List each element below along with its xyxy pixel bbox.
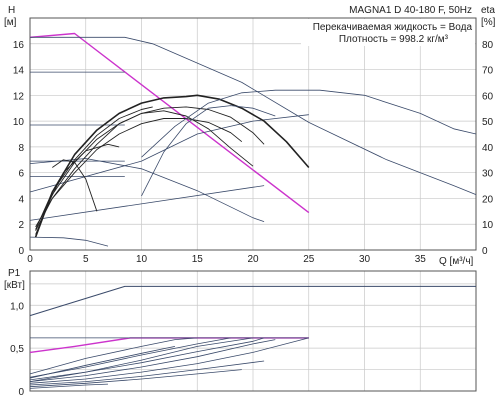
- y2-tick-label: 10: [482, 220, 494, 231]
- info-box-background: [301, 19, 475, 46]
- y2-tick-label: 0: [482, 246, 488, 257]
- max-power-limit-line: [29, 285, 476, 317]
- power-curve-line: [29, 369, 242, 388]
- y-tick-label: 6: [18, 169, 24, 180]
- x-tick-label: 30: [359, 254, 371, 265]
- power-curve-line: [29, 337, 254, 382]
- y-tick-label: 16: [13, 40, 25, 51]
- x-tick-label: 35: [415, 254, 427, 265]
- fluid-annotation: Перекачиваемая жидкость = Вода: [313, 22, 473, 33]
- head-curve-line: [52, 159, 98, 212]
- head-curve-line: [40, 143, 120, 218]
- efficiency-curve-line: [141, 105, 276, 197]
- head-curve-line: [35, 110, 254, 228]
- bottom-series-group: [29, 285, 476, 389]
- y2-axis-label-top: eta: [481, 5, 495, 16]
- power-curve-line: [29, 346, 176, 379]
- x-tick-label: 25: [303, 254, 315, 265]
- x-tick-label: 5: [83, 254, 89, 265]
- bottom-tick-labels: 0 0,5 1,0: [10, 301, 24, 398]
- power-curve-line: [29, 383, 109, 389]
- y-axis-label-unit: [м]: [4, 17, 17, 28]
- y2-tick-label: 80: [482, 40, 494, 51]
- power-curve-line: [29, 337, 309, 384]
- proportional-pressure-line: [29, 114, 309, 193]
- x-tick-label: 0: [27, 254, 33, 265]
- x-tick-label: 15: [192, 254, 204, 265]
- x-tick-label: 20: [247, 254, 259, 265]
- bottom-y-tick-label: 1,0: [10, 301, 24, 312]
- power-curve-line: [29, 339, 276, 382]
- head-curve-line: [34, 94, 310, 238]
- y2-axis-label-unit: [%]: [481, 17, 496, 28]
- y-tick-label: 8: [18, 143, 24, 154]
- head-curve-line: [35, 106, 265, 235]
- max-curve-line: [29, 32, 310, 214]
- bottom-y-tick-label: 0: [18, 387, 24, 398]
- head-curve-line: [35, 106, 153, 230]
- head-curve-line: [35, 118, 243, 231]
- efficiency-curve-line: [141, 89, 477, 158]
- constant-pressure-line: [29, 236, 109, 247]
- top-series-group: [29, 32, 477, 247]
- y-tick-label: 10: [13, 117, 25, 128]
- y2-tick-label: 50: [482, 117, 494, 128]
- proportional-pressure-line: [29, 185, 265, 221]
- proportional-pressure-line: [29, 158, 265, 222]
- y-axis-label-top: H: [8, 5, 15, 16]
- top-tick-labels: 0 5 10 15 20 25 30 35 0 2 4 6 8 10 12 14 16 0 10 20 30 40 50 60…: [13, 40, 494, 265]
- y2-tick-label: 30: [482, 169, 494, 180]
- bottom-plot-frame: [29, 270, 477, 392]
- power-curve-line: [29, 337, 231, 378]
- bottom-y-axis-label-unit: [кВт]: [4, 280, 25, 291]
- y-tick-label: 0: [18, 246, 24, 257]
- y-tick-label: 12: [13, 91, 25, 102]
- x-axis-label: Q [м³/ч]: [439, 256, 474, 267]
- chart-title: MAGNA1 D 40-180 F, 50Hz: [349, 5, 472, 16]
- top-grid: [29, 17, 477, 251]
- power-curve-line: [29, 337, 198, 375]
- density-annotation: Плотность = 998.2 кг/м³: [339, 34, 449, 45]
- max-power-curve-line: [29, 337, 309, 354]
- y2-tick-label: 40: [482, 143, 494, 154]
- bottom-grid: [29, 270, 477, 392]
- bottom-y-tick-label: 0,5: [10, 344, 24, 355]
- bottom-y-axis-label-top: P1: [8, 268, 21, 279]
- power-curve-line: [29, 360, 265, 386]
- y-tick-label: 14: [13, 66, 25, 77]
- constant-pressure-line: [30, 36, 477, 195]
- y-tick-label: 4: [18, 194, 24, 205]
- y2-tick-label: 70: [482, 66, 494, 77]
- y-tick-label: 2: [18, 220, 24, 231]
- y2-tick-label: 60: [482, 91, 494, 102]
- y2-tick-label: 20: [482, 194, 494, 205]
- x-tick-label: 10: [136, 254, 148, 265]
